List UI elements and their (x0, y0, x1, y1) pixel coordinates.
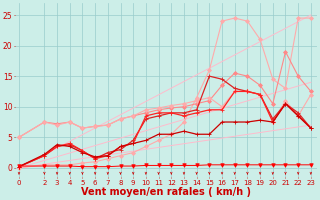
X-axis label: Vent moyen/en rafales ( km/h ): Vent moyen/en rafales ( km/h ) (81, 187, 251, 197)
